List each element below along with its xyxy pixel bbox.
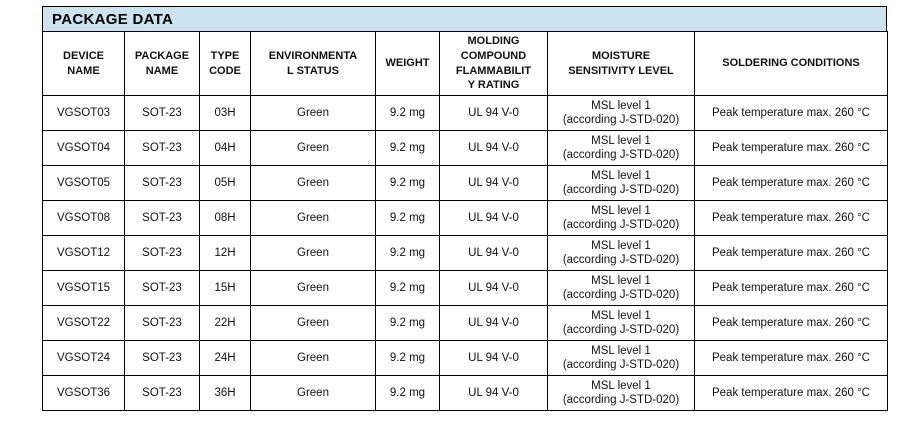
cell-device-name: VGSOT36 [42,375,125,411]
cell-weight: 9.2 mg [375,375,440,411]
cell-moisture-sensitivity-level: MSL level 1 (according J-STD-020) [547,95,695,131]
cell-environmental-status: Green [250,130,376,166]
table-row: VGSOT03 SOT-23 03H Green 9.2 mg UL 94 V-0 MSL … [42,95,888,131]
cell-device-name: VGSOT08 [42,200,125,236]
cell-device-name: VGSOT03 [42,95,125,131]
cell-moisture-sensitivity-level: MSL level 1 (according J-STD-020) [547,375,695,411]
cell-environmental-status: Green [250,270,376,306]
cell-moisture-sensitivity-level: MSL level 1 (according J-STD-020) [547,200,695,236]
cell-environmental-status: Green [250,165,376,201]
cell-type-code: 36H [199,375,251,411]
cell-molding-compound-flammability-rating: UL 94 V-0 [439,200,548,236]
cell-soldering-conditions: Peak temperature max. 260 °C [694,270,888,306]
cell-device-name: VGSOT15 [42,270,125,306]
cell-weight: 9.2 mg [375,235,440,271]
cell-soldering-conditions: Peak temperature max. 260 °C [694,375,888,411]
cell-type-code: 04H [199,130,251,166]
cell-package-name: SOT-23 [124,165,200,201]
table-row: VGSOT24 SOT-23 24H Green 9.2 mg UL 94 V-0 MSL … [42,340,888,376]
cell-molding-compound-flammability-rating: UL 94 V-0 [439,270,548,306]
table-row: VGSOT05 SOT-23 05H Green 9.2 mg UL 94 V-0 MSL … [42,165,888,201]
column-header-type-code: TYPE CODE [199,31,251,96]
cell-type-code: 24H [199,340,251,376]
cell-moisture-sensitivity-level: MSL level 1 (according J-STD-020) [547,305,695,341]
cell-package-name: SOT-23 [124,200,200,236]
cell-type-code: 22H [199,305,251,341]
cell-package-name: SOT-23 [124,95,200,131]
cell-weight: 9.2 mg [375,270,440,306]
cell-type-code: 03H [199,95,251,131]
cell-soldering-conditions: Peak temperature max. 260 °C [694,95,888,131]
cell-package-name: SOT-23 [124,130,200,166]
cell-molding-compound-flammability-rating: UL 94 V-0 [439,165,548,201]
cell-type-code: 15H [199,270,251,306]
column-header-molding-compound-flammability-rating: MOLDING COMPOUND FLAMMABILIT Y RATING [439,31,548,96]
table-row: VGSOT22 SOT-23 22H Green 9.2 mg UL 94 V-0 MSL … [42,305,888,341]
cell-device-name: VGSOT05 [42,165,125,201]
cell-package-name: SOT-23 [124,375,200,411]
cell-soldering-conditions: Peak temperature max. 260 °C [694,235,888,271]
table-header-row: DEVICE NAME PACKAGE NAME TYPE CODE ENVIRONM… [42,31,888,96]
cell-device-name: VGSOT22 [42,305,125,341]
table-row: VGSOT36 SOT-23 36H Green 9.2 mg UL 94 V-0 MSL … [42,375,888,411]
cell-environmental-status: Green [250,340,376,376]
cell-environmental-status: Green [250,305,376,341]
cell-environmental-status: Green [250,375,376,411]
cell-device-name: VGSOT24 [42,340,125,376]
cell-environmental-status: Green [250,235,376,271]
table-row: VGSOT08 SOT-23 08H Green 9.2 mg UL 94 V-0 MSL … [42,200,888,236]
cell-type-code: 12H [199,235,251,271]
cell-package-name: SOT-23 [124,340,200,376]
cell-weight: 9.2 mg [375,165,440,201]
cell-molding-compound-flammability-rating: UL 94 V-0 [439,235,548,271]
cell-soldering-conditions: Peak temperature max. 260 °C [694,305,888,341]
cell-molding-compound-flammability-rating: UL 94 V-0 [439,375,548,411]
cell-moisture-sensitivity-level: MSL level 1 (according J-STD-020) [547,235,695,271]
table-row: VGSOT12 SOT-23 12H Green 9.2 mg UL 94 V-0 MSL … [42,235,888,271]
table-row: VGSOT15 SOT-23 15H Green 9.2 mg UL 94 V-0 MSL … [42,270,888,306]
cell-environmental-status: Green [250,95,376,131]
cell-type-code: 08H [199,200,251,236]
column-header-weight: WEIGHT [375,31,440,96]
table-title: PACKAGE DATA [52,10,174,28]
table-title-bar: PACKAGE DATA [42,6,887,31]
cell-moisture-sensitivity-level: MSL level 1 (according J-STD-020) [547,340,695,376]
column-header-soldering-conditions: SOLDERING CONDITIONS [694,31,888,96]
cell-soldering-conditions: Peak temperature max. 260 °C [694,340,888,376]
cell-molding-compound-flammability-rating: UL 94 V-0 [439,130,548,166]
column-header-device-name: DEVICE NAME [42,31,125,96]
cell-package-name: SOT-23 [124,270,200,306]
cell-weight: 9.2 mg [375,95,440,131]
column-header-package-name: PACKAGE NAME [124,31,200,96]
cell-device-name: VGSOT12 [42,235,125,271]
cell-environmental-status: Green [250,200,376,236]
cell-moisture-sensitivity-level: MSL level 1 (according J-STD-020) [547,270,695,306]
column-header-environmental-status: ENVIRONMENTA L STATUS [250,31,376,96]
package-data-section: PACKAGE DATA DEVICE NAME PACKAGE NAME TYPE… [42,6,888,411]
cell-weight: 9.2 mg [375,130,440,166]
cell-moisture-sensitivity-level: MSL level 1 (according J-STD-020) [547,130,695,166]
cell-soldering-conditions: Peak temperature max. 260 °C [694,200,888,236]
cell-moisture-sensitivity-level: MSL level 1 (according J-STD-020) [547,165,695,201]
table-row: VGSOT04 SOT-23 04H Green 9.2 mg UL 94 V-0 MSL … [42,130,888,166]
cell-soldering-conditions: Peak temperature max. 260 °C [694,165,888,201]
cell-weight: 9.2 mg [375,340,440,376]
cell-molding-compound-flammability-rating: UL 94 V-0 [439,95,548,131]
cell-package-name: SOT-23 [124,235,200,271]
cell-molding-compound-flammability-rating: UL 94 V-0 [439,340,548,376]
cell-molding-compound-flammability-rating: UL 94 V-0 [439,305,548,341]
cell-weight: 9.2 mg [375,200,440,236]
column-header-moisture-sensitivity-level: MOISTURE SENSITIVITY LEVEL [547,31,695,96]
cell-type-code: 05H [199,165,251,201]
cell-device-name: VGSOT04 [42,130,125,166]
cell-package-name: SOT-23 [124,305,200,341]
package-data-table: DEVICE NAME PACKAGE NAME TYPE CODE ENVIRONM… [42,31,888,411]
cell-weight: 9.2 mg [375,305,440,341]
cell-soldering-conditions: Peak temperature max. 260 °C [694,130,888,166]
